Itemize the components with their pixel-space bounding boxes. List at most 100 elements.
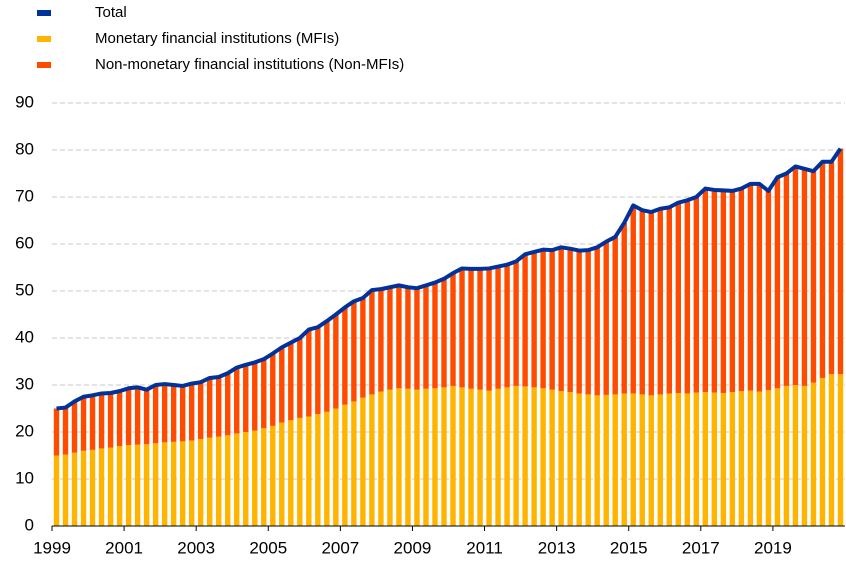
bar [576,250,582,394]
total-line [56,147,843,411]
bar [297,338,303,418]
bar [783,385,790,526]
x-tick-label: 2001 [105,538,143,557]
bar [387,389,393,526]
bar [774,388,781,526]
bar [315,327,321,415]
x-tick-label: 2013 [538,538,576,557]
bar [774,177,781,389]
bar [738,188,745,392]
bar [531,387,537,526]
y-tick-label: 90 [15,92,34,111]
bar [405,388,411,526]
bar [612,394,618,526]
y-tick-label: 80 [15,139,34,158]
bar [441,387,447,526]
bar [531,251,537,388]
bar [468,268,474,389]
bar [648,395,654,526]
bar [414,288,420,390]
bar [143,389,150,445]
bar [549,389,555,526]
bar [504,264,510,388]
bar [116,446,123,526]
bar [206,437,213,526]
bar [170,385,177,442]
bar [125,388,132,446]
bar [279,347,285,423]
bar [270,353,276,426]
bar [522,386,528,526]
bar [675,202,681,393]
bar [540,249,546,389]
bar [252,362,258,431]
bar [333,408,339,526]
bar [477,389,483,526]
legend-label: Monetary financial institutions (MFIs) [95,30,339,47]
bar [62,454,69,526]
bar [432,282,438,389]
bar [711,189,718,393]
bar [62,407,69,455]
bar [756,391,763,526]
bar [405,287,411,389]
bar [179,441,186,526]
y-tick-label: 70 [15,186,34,205]
bar [234,433,240,526]
bar [423,285,429,389]
bar [522,254,528,387]
bar [179,385,186,442]
bar [675,392,681,526]
bar [459,387,465,526]
bar [261,428,267,526]
bar [279,422,285,526]
bar [702,392,709,526]
bar [414,389,420,526]
bar [107,392,114,448]
bar [152,443,159,526]
bar [819,377,826,526]
bar [170,441,177,526]
x-tick-label: 2011 [466,538,503,557]
bar [666,393,672,526]
bar [306,329,312,417]
bar [576,393,582,526]
bar [423,388,429,526]
bar [71,401,78,453]
bar [486,268,492,391]
bar [89,449,96,526]
bar [828,161,835,375]
bar [188,383,195,441]
bar [468,388,474,526]
x-tick-label: 2019 [754,538,792,557]
y-tick-label: 40 [15,327,34,346]
bar [621,393,627,526]
legend-swatch [37,10,51,16]
bar [80,396,87,451]
bar [360,298,366,398]
bar [585,394,591,526]
bar [125,445,132,526]
bar [666,207,672,394]
bar [324,321,330,412]
bar [693,197,700,393]
bar [441,278,447,388]
y-tick-label: 50 [15,280,34,299]
bar [161,442,168,526]
bar [702,188,709,393]
bar [630,205,636,394]
bar [161,384,168,443]
bar [188,440,195,526]
bar [71,452,78,526]
x-tick-label: 1999 [33,538,71,557]
bar [333,314,339,409]
bar [243,364,249,432]
bar [315,414,321,526]
bar [657,394,663,526]
bar [801,168,808,386]
x-tick-label: 2005 [249,538,287,557]
bar [98,448,105,526]
bar [270,425,276,526]
bar [684,200,691,394]
bar [765,390,772,526]
